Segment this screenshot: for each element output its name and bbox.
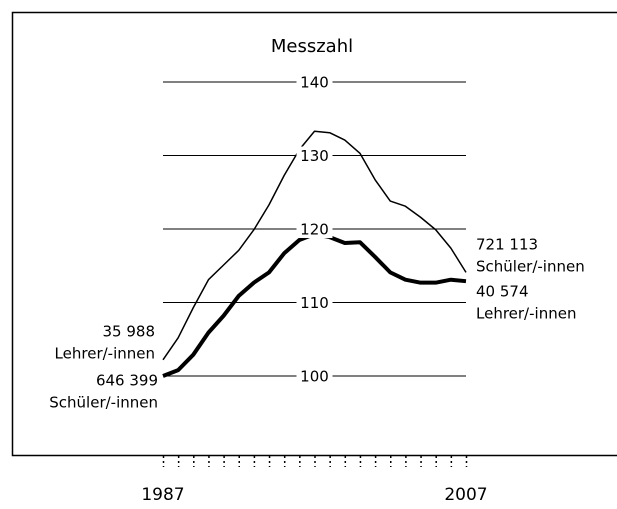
y-tick-label: 130 [300,147,329,165]
y-tick-label: 120 [300,221,329,239]
y-tick-label: 110 [300,294,329,312]
annotation: 40 574 [476,283,529,301]
annotation: Schüler/-innen [476,258,585,276]
annotation: 646 399 [96,372,158,390]
series-line [162,130,467,361]
annotation: Lehrer/-innen [476,305,576,323]
y-tick-label: 100 [300,368,329,386]
x-tick-label: 2007 [444,485,487,505]
y-tick-label: 140 [300,74,329,92]
chart-title: Messzahl [271,36,353,57]
annotation: 35 988 [103,323,156,341]
tick-label-bg [296,146,333,165]
x-tick-label: 1987 [141,485,184,505]
annotation: Schüler/-innen [49,394,158,412]
tick-label-bg [296,220,333,238]
annotation: Lehrer/-innen [55,345,155,363]
tick-label-bg [296,73,333,91]
tick-label-bg [296,293,333,312]
frame [11,11,617,457]
annotation: 721 113 [476,236,538,254]
tick-label-bg [296,367,333,385]
